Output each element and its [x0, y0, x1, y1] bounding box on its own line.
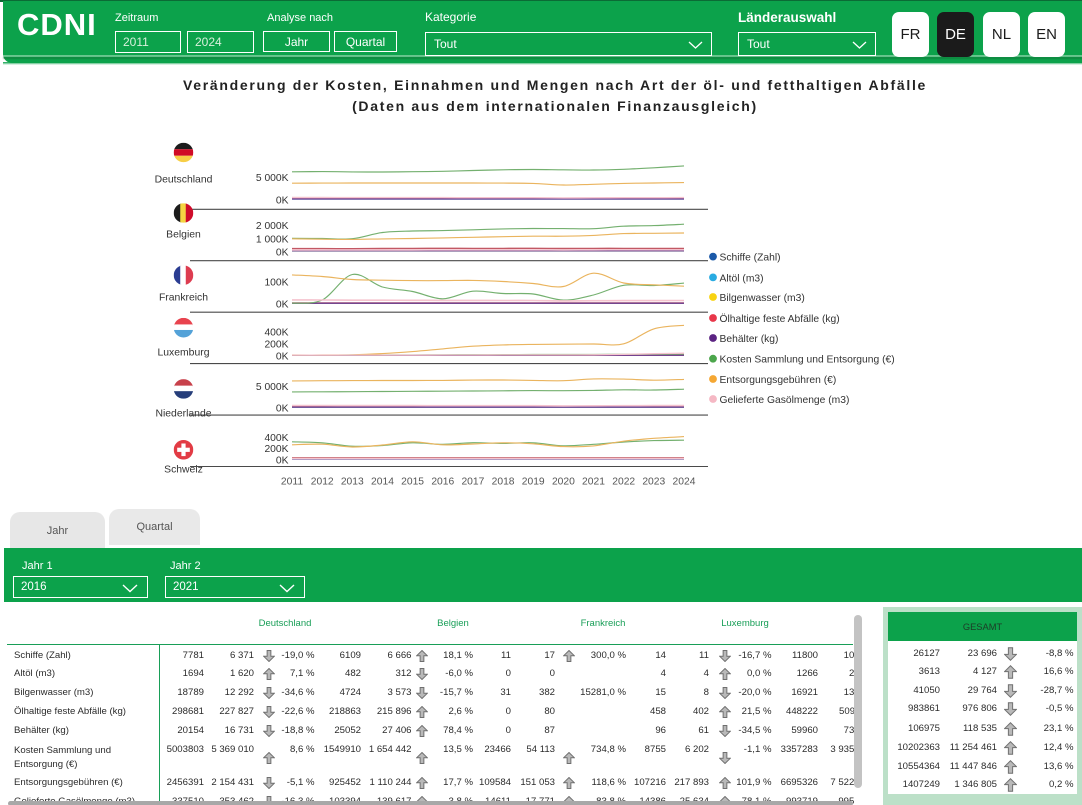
- svg-text:0K: 0K: [276, 404, 289, 415]
- svg-text:2021: 2021: [582, 477, 605, 488]
- svg-text:2013: 2013: [341, 477, 364, 488]
- svg-text:0K: 0K: [276, 300, 289, 311]
- svg-text:2012: 2012: [311, 477, 334, 488]
- svg-text:Altöl (m3): Altöl (m3): [720, 273, 764, 284]
- svg-text:Frankreich: Frankreich: [159, 292, 208, 303]
- svg-text:2 000K: 2 000K: [256, 221, 289, 232]
- svg-text:Deutschland: Deutschland: [155, 175, 213, 186]
- svg-text:Schiffe (Zahl): Schiffe (Zahl): [720, 253, 781, 264]
- svg-text:200K: 200K: [264, 340, 288, 351]
- svg-text:0K: 0K: [276, 195, 289, 206]
- svg-text:Entsorgungsgebühren (€): Entsorgungsgebühren (€): [720, 375, 837, 386]
- svg-text:Belgien: Belgien: [166, 230, 201, 241]
- svg-text:200K: 200K: [264, 444, 288, 455]
- svg-text:Gelieferte Gasölmenge (m3): Gelieferte Gasölmenge (m3): [720, 395, 850, 406]
- svg-text:Luxemburg: Luxemburg: [158, 348, 210, 359]
- svg-text:5 000K: 5 000K: [256, 173, 289, 184]
- svg-text:0K: 0K: [276, 352, 289, 363]
- svg-text:2023: 2023: [642, 477, 665, 488]
- svg-text:2014: 2014: [371, 477, 394, 488]
- svg-text:2016: 2016: [431, 477, 454, 488]
- svg-text:5 000K: 5 000K: [256, 382, 289, 393]
- svg-text:Schweiz: Schweiz: [164, 465, 203, 476]
- svg-text:400K: 400K: [264, 433, 288, 444]
- svg-text:2018: 2018: [492, 477, 515, 488]
- svg-text:2022: 2022: [612, 477, 635, 488]
- svg-text:2019: 2019: [522, 477, 545, 488]
- svg-text:0K: 0K: [276, 456, 289, 467]
- svg-text:Kosten Sammlung und Entsorgung: Kosten Sammlung und Entsorgung (€): [720, 355, 895, 366]
- svg-text:2020: 2020: [552, 477, 575, 488]
- svg-text:Behälter (kg): Behälter (kg): [720, 334, 779, 345]
- svg-text:0K: 0K: [276, 247, 289, 258]
- svg-text:2011: 2011: [281, 477, 303, 488]
- svg-text:Niederlande: Niederlande: [155, 408, 211, 419]
- svg-text:Bilgenwasser (m3): Bilgenwasser (m3): [720, 293, 805, 304]
- svg-text:2015: 2015: [401, 477, 424, 488]
- svg-text:100K: 100K: [264, 278, 288, 289]
- svg-text:400K: 400K: [264, 327, 288, 338]
- svg-text:2024: 2024: [673, 477, 696, 488]
- svg-text:2017: 2017: [461, 477, 484, 488]
- svg-text:1 000K: 1 000K: [256, 235, 289, 246]
- svg-text:Ölhaltige feste Abfälle (kg): Ölhaltige feste Abfälle (kg): [720, 313, 840, 325]
